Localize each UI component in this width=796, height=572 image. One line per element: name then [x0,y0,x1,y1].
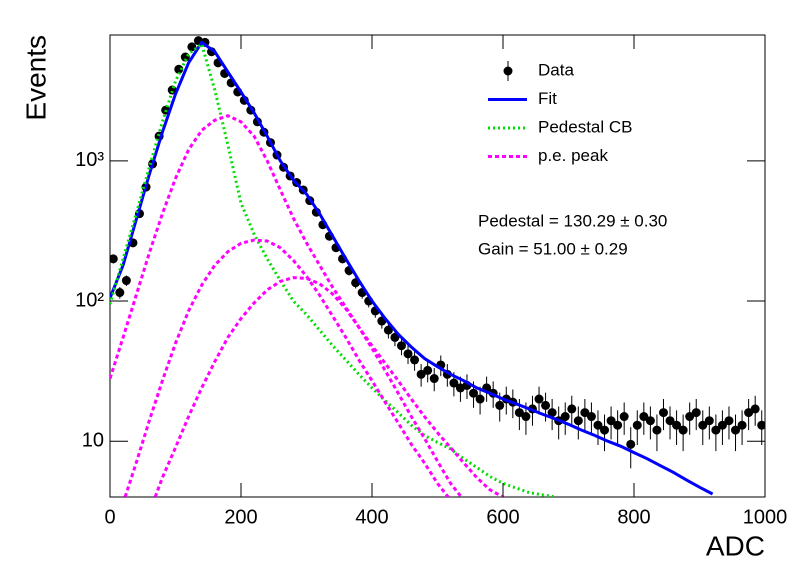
legend-label: Data [538,60,574,79]
x-tick-label: 1000 [743,506,788,528]
data-point [580,408,590,418]
legend-symbol [503,66,513,76]
data-point [573,416,583,426]
data-point [410,355,420,365]
x-tick-label: 400 [355,506,388,528]
data-point [672,420,682,430]
data-point [174,64,184,74]
data-point [704,416,714,426]
data-point [534,394,544,404]
fit-curve [110,114,504,497]
data-point [600,425,610,435]
data-point [658,408,668,418]
data-point [416,369,426,379]
annotation: Gain = 51.00 ± 0.29 [478,239,628,258]
data-point [717,420,727,430]
data-point [586,412,596,422]
data-point [567,404,577,414]
data-point [645,416,655,426]
x-axis-title: ADC [706,530,765,561]
data-point [560,412,570,422]
y-tick-label: 10 [82,429,104,451]
fit-curve [110,40,714,496]
plot-frame [109,34,766,498]
data-point [757,420,765,430]
plot-area [110,36,765,497]
annotation: Pedestal = 130.29 ± 0.30 [478,211,667,230]
data-point [691,408,701,418]
data-point [429,374,439,384]
legend-label: Fit [538,89,557,108]
y-axis-title: Events [20,35,51,121]
data-point [541,400,551,410]
data-point [619,412,629,422]
y-tick-label: 10² [75,289,104,311]
data-point [731,425,741,435]
data-point [475,394,485,404]
data-point [469,388,479,398]
data-point [115,288,125,298]
data-point [521,412,531,422]
data-point [750,404,760,414]
x-tick-label: 600 [486,506,519,528]
legend-label: p.e. peak [538,146,608,165]
data-point [593,420,603,430]
fit-curve [123,238,451,497]
data-point [626,439,636,449]
data-point [711,425,721,435]
data-point [547,408,557,418]
data-point [632,420,642,430]
fit-curve [110,41,556,497]
data-point [744,408,754,418]
data-point [449,378,459,388]
data-point [652,425,662,435]
legend-label: Pedestal CB [538,117,633,136]
data-point [639,412,649,422]
y-tick-label: 10³ [75,149,104,171]
data-point [678,425,688,435]
data-point [613,420,623,430]
data-point [495,400,505,410]
data-point [606,416,616,426]
data-point [685,412,695,422]
data-point [423,365,433,375]
data-point [737,420,747,430]
data-point [187,42,197,52]
data-point [110,254,118,264]
x-tick-label: 0 [104,506,115,528]
data-point [121,276,131,286]
x-tick-label: 800 [617,506,650,528]
data-point [724,416,734,426]
fit-curve [153,276,464,497]
data-point [698,420,708,430]
data-point [514,408,524,418]
data-point [383,325,393,335]
data-point [403,349,413,359]
x-tick-label: 200 [224,506,257,528]
data-point [396,341,406,351]
data-point [665,416,675,426]
